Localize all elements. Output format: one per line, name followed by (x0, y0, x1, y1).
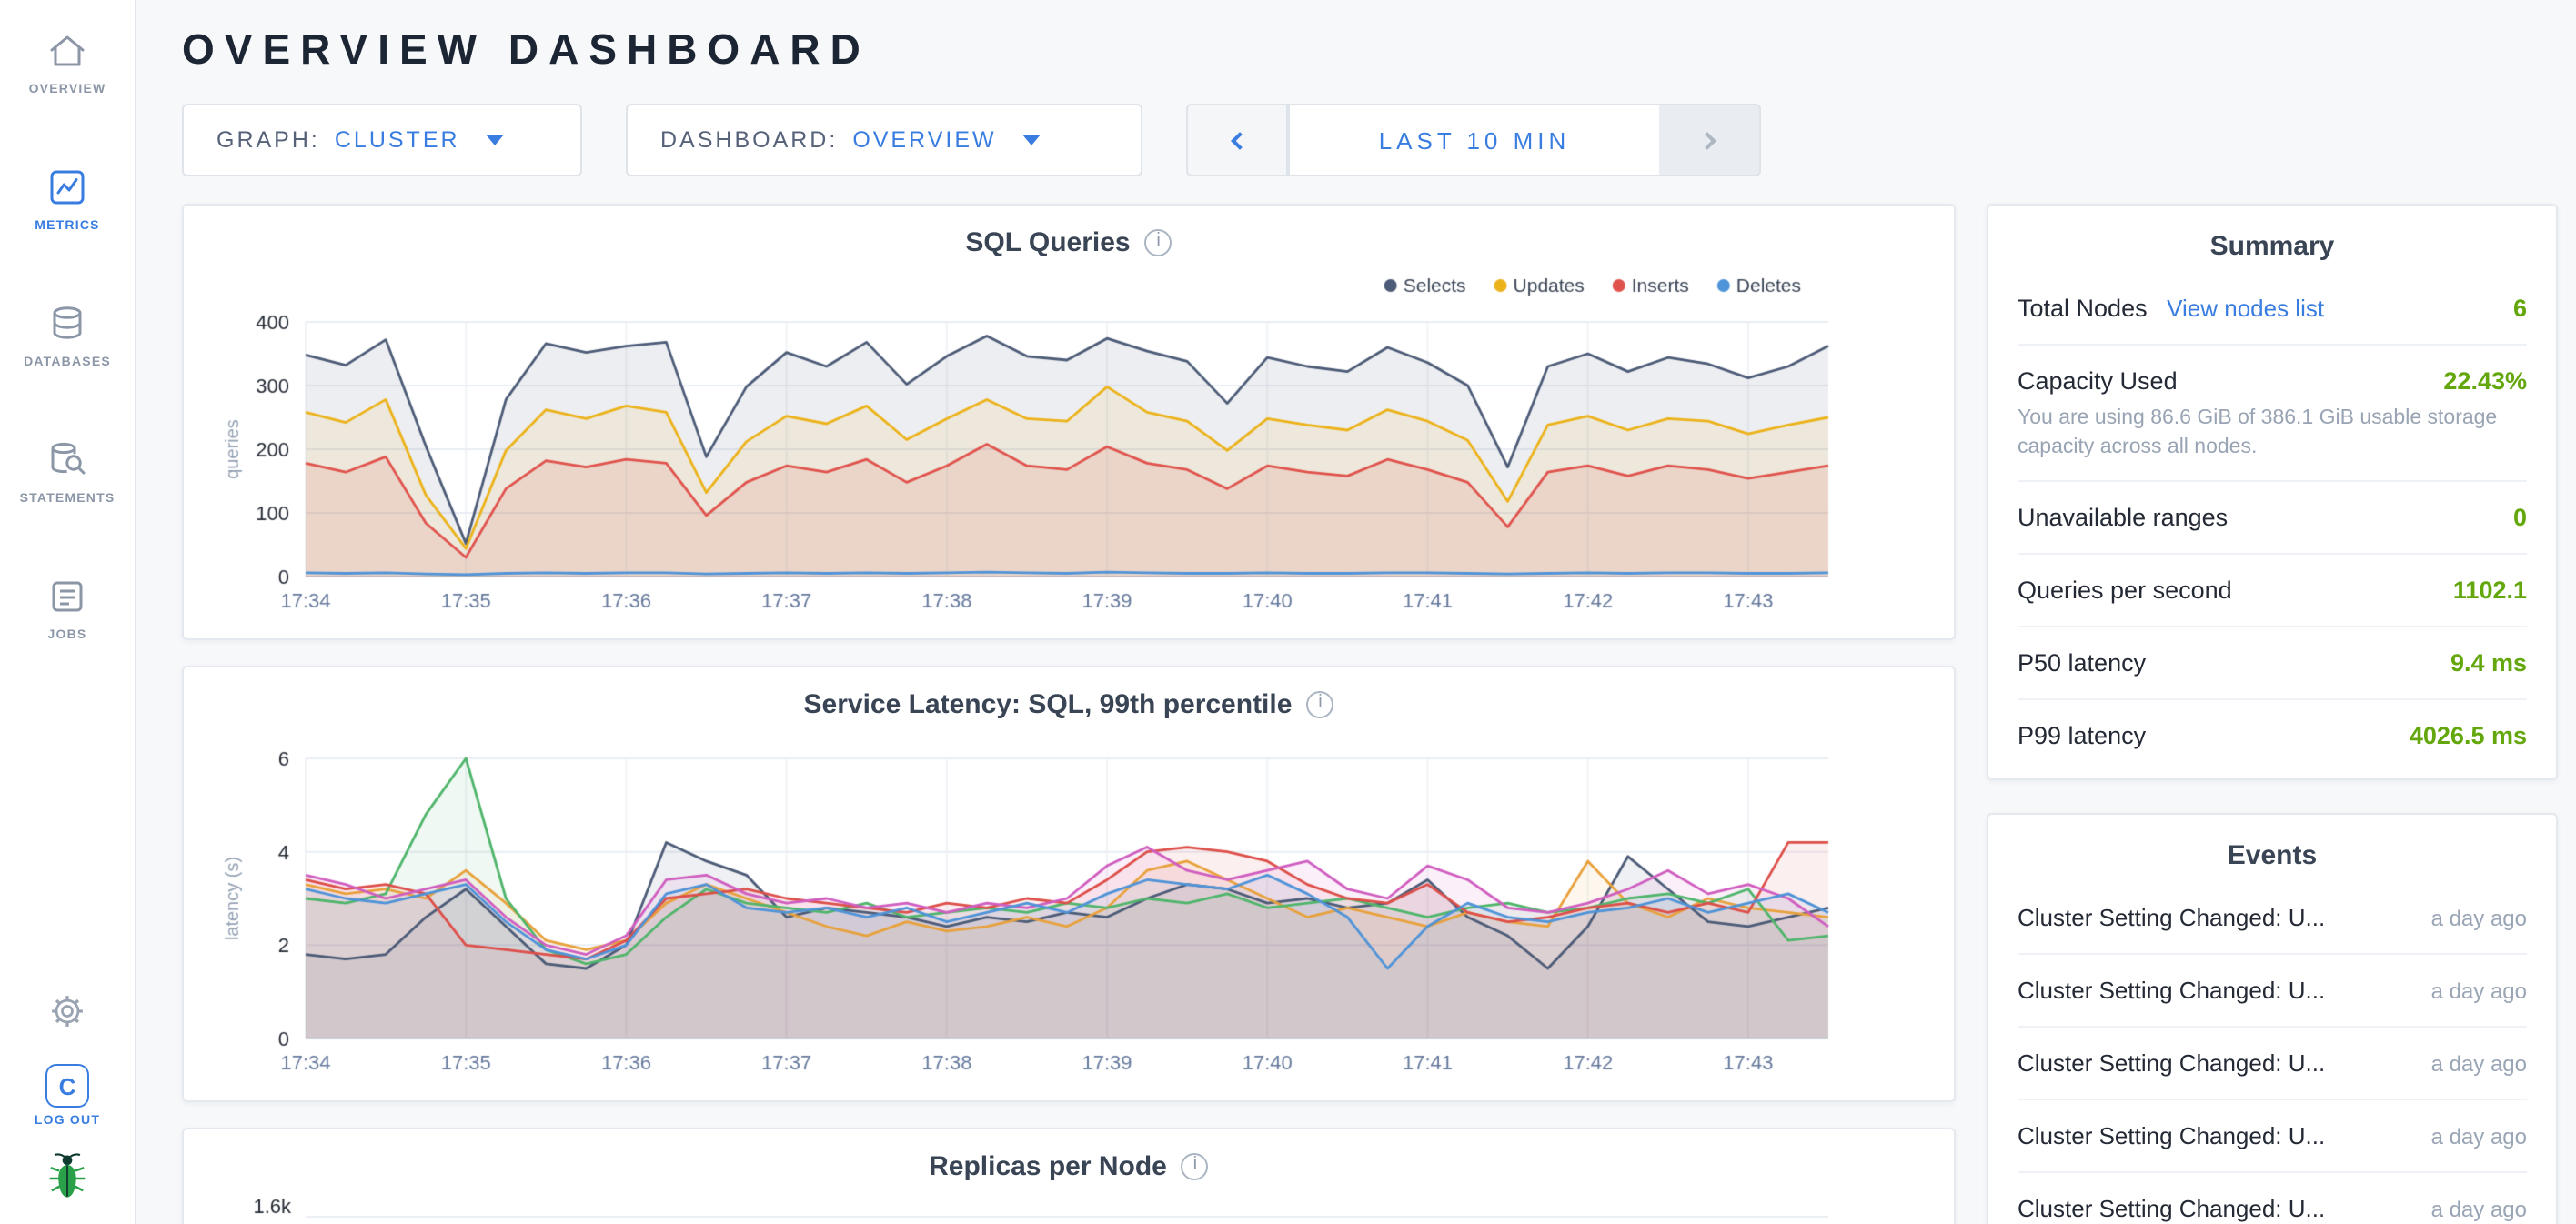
gear-icon (52, 996, 83, 1027)
capacity-used-subtext: You are using 86.6 GiB of 386.1 GiB usab… (2018, 407, 2498, 459)
replicas-per-node-chart-canvas[interactable] (218, 1191, 1919, 1224)
event-time: a day ago (2430, 1051, 2527, 1078)
sidebar: OVERVIEW METRICS DATABASES ST (0, 0, 136, 1224)
dashboard-layout: SQL Queries i Service Latency: SQL, 99th… (182, 204, 2558, 1224)
logout-monogram: C (45, 1064, 89, 1108)
summary-label: P50 latency (2018, 649, 2147, 677)
dashboard-dropdown-label: DASHBOARD: (660, 127, 839, 153)
graph-dropdown[interactable]: GRAPH: CLUSTER (182, 104, 582, 176)
summary-row-unavailable-ranges: Unavailable ranges 0 (2018, 482, 2527, 556)
info-icon[interactable]: i (1306, 690, 1334, 717)
metrics-icon (50, 170, 85, 205)
summary-label: Total Nodes (2018, 295, 2148, 322)
info-icon[interactable]: i (1181, 1152, 1209, 1179)
main-content: OVERVIEW DASHBOARD GRAPH: CLUSTER DASHBO… (136, 0, 2576, 1224)
event-text: Cluster Setting Changed: U... (2018, 977, 2326, 1005)
event-time: a day ago (2430, 978, 2527, 1005)
sidebar-item-label: JOBS (47, 629, 87, 642)
summary-value: 4026.5 ms (2409, 722, 2527, 750)
event-text: Cluster Setting Changed: U... (2018, 1122, 2326, 1150)
statements-icon (51, 442, 86, 475)
events-title: Events (2227, 840, 2318, 872)
dashboard-controls: GRAPH: CLUSTER DASHBOARD: OVERVIEW LAST … (182, 104, 2558, 176)
sidebar-bottom: C LOG OUT (35, 991, 100, 1206)
event-row[interactable]: Cluster Setting Changed: U... a day ago (2018, 882, 2527, 956)
chevron-right-icon (1697, 131, 1716, 149)
database-icon (53, 306, 82, 339)
right-column: Summary Total Nodes View nodes list 6 Ca… (1987, 204, 2558, 1224)
event-row[interactable]: Cluster Setting Changed: U... a day ago (2018, 955, 2527, 1028)
chevron-down-icon (1021, 135, 1041, 145)
summary-row-total-nodes: Total Nodes View nodes list 6 (2018, 273, 2527, 346)
summary-label: P99 latency (2018, 722, 2147, 750)
sql-queries-chart-canvas[interactable] (218, 267, 1919, 624)
logout-button[interactable]: C LOG OUT (35, 1064, 100, 1128)
event-row[interactable]: Cluster Setting Changed: U... a day ago (2018, 1173, 2527, 1224)
sidebar-item-databases[interactable]: DATABASES (24, 302, 111, 369)
view-nodes-list-link[interactable]: View nodes list (2167, 295, 2325, 322)
cockroach-logo (49, 1153, 86, 1198)
summary-value: 6 (2512, 295, 2527, 322)
summary-value: 1102.1 (2452, 577, 2527, 605)
settings-button[interactable] (47, 991, 87, 1040)
jobs-icon (52, 581, 83, 612)
sql-queries-chart-card: SQL Queries i (182, 204, 1956, 640)
dashboard-dropdown-value: OVERVIEW (852, 127, 997, 153)
chart-title: SQL Queries (965, 226, 1131, 257)
sidebar-item-statements[interactable]: STATEMENTS (20, 438, 116, 506)
summary-row-p50-latency: P50 latency 9.4 ms (2018, 627, 2527, 701)
chart-title: Service Latency: SQL, 99th percentile (803, 688, 1293, 719)
events-panel: Events Cluster Setting Changed: U... a d… (1987, 813, 2558, 1224)
graph-dropdown-label: GRAPH: (216, 127, 320, 153)
summary-label: Queries per second (2018, 577, 2232, 605)
sidebar-item-metrics[interactable]: METRICS (35, 166, 99, 233)
page-title: OVERVIEW DASHBOARD (182, 25, 870, 73)
event-text: Cluster Setting Changed: U... (2018, 1049, 2326, 1078)
summary-panel: Summary Total Nodes View nodes list 6 Ca… (1987, 204, 2558, 781)
time-window-prev-button[interactable] (1186, 104, 1288, 176)
event-time: a day ago (2430, 1124, 2527, 1150)
time-window-next-button[interactable] (1659, 104, 1761, 176)
summary-row-p99-latency: P99 latency 4026.5 ms (2018, 700, 2527, 771)
sidebar-item-label: METRICS (35, 220, 100, 233)
summary-label: Capacity Used (2018, 367, 2178, 395)
sidebar-item-label: STATEMENTS (19, 493, 116, 506)
replicas-per-node-chart-card: Replicas per Node i (182, 1128, 1956, 1224)
chart-title: Replicas per Node (929, 1150, 1167, 1181)
sidebar-item-label: OVERVIEW (28, 84, 106, 96)
sidebar-item-overview[interactable]: OVERVIEW (29, 29, 106, 96)
chevron-left-icon (1231, 131, 1249, 149)
time-window-selector: LAST 10 MIN (1186, 104, 1761, 176)
time-window-label[interactable]: LAST 10 MIN (1288, 104, 1659, 176)
summary-row-queries-per-second: Queries per second 1102.1 (2018, 555, 2527, 628)
summary-row-capacity-used: Capacity Used 22.43% You are using 86.6 … (2018, 346, 2527, 483)
summary-value: 0 (2512, 504, 2527, 532)
dashboard-dropdown[interactable]: DASHBOARD: OVERVIEW (626, 104, 1142, 176)
chevron-down-icon (485, 135, 504, 145)
event-row[interactable]: Cluster Setting Changed: U... a day ago (2018, 1100, 2527, 1174)
event-text: Cluster Setting Changed: U... (2018, 904, 2326, 932)
event-time: a day ago (2430, 906, 2527, 932)
charts-column: SQL Queries i Service Latency: SQL, 99th… (182, 204, 1956, 1224)
sidebar-item-jobs[interactable]: JOBS (45, 575, 89, 642)
info-icon[interactable]: i (1144, 228, 1172, 256)
logout-label: LOG OUT (34, 1115, 101, 1128)
summary-value: 22.43% (2443, 367, 2527, 395)
summary-label: Unavailable ranges (2018, 504, 2229, 532)
home-icon (50, 35, 85, 66)
summary-value: 9.4 ms (2450, 649, 2527, 677)
event-time: a day ago (2430, 1197, 2527, 1223)
summary-title: Summary (2209, 231, 2335, 262)
event-row[interactable]: Cluster Setting Changed: U... a day ago (2018, 1028, 2527, 1101)
sidebar-item-label: DATABASES (24, 356, 111, 369)
graph-dropdown-value: CLUSTER (334, 127, 460, 153)
service-latency-chart-canvas[interactable] (218, 729, 1919, 1086)
service-latency-chart-card: Service Latency: SQL, 99th percentile i (182, 666, 1956, 1102)
event-text: Cluster Setting Changed: U... (2018, 1195, 2326, 1223)
